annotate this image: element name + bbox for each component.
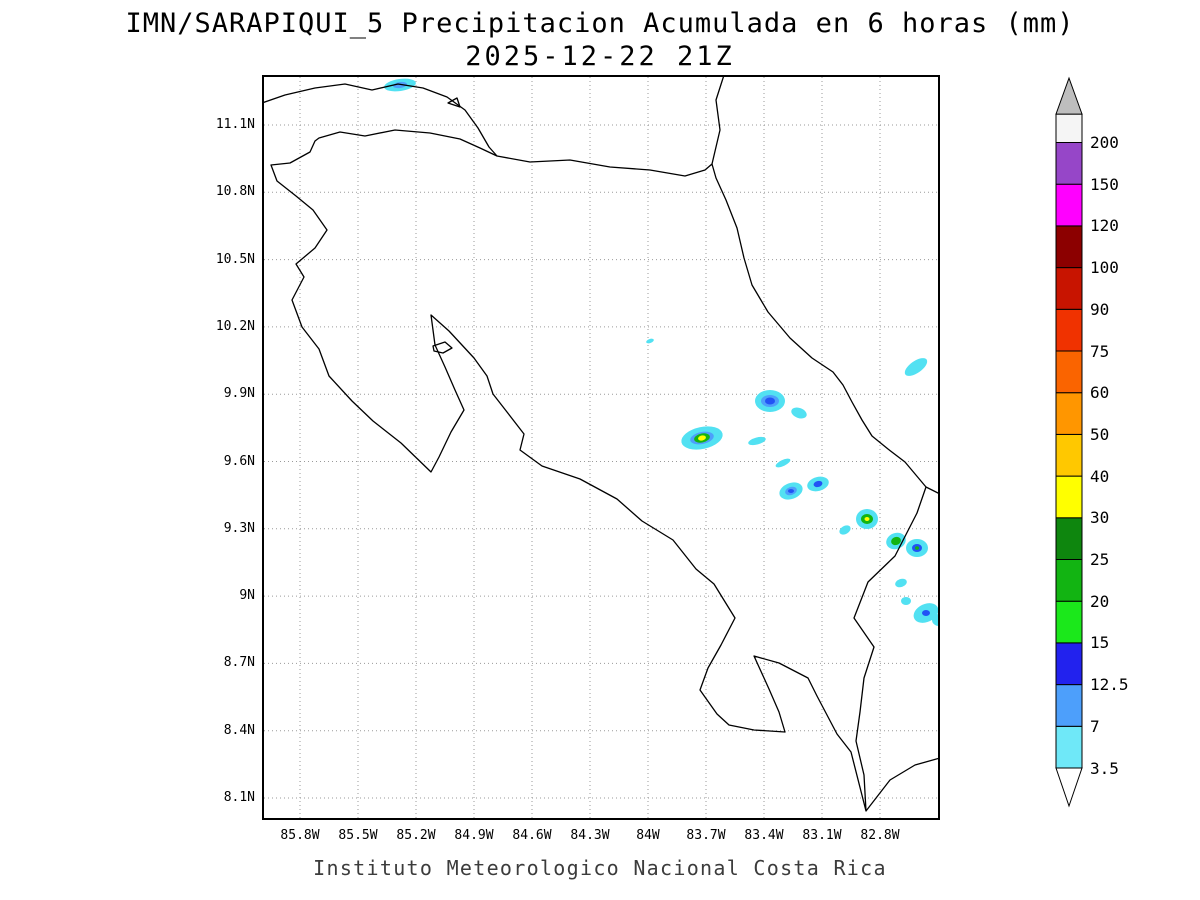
lat-tick-label: 9.6N [223, 453, 255, 469]
colorbar-level-label: 200 [1090, 133, 1119, 152]
gridlines [264, 77, 938, 818]
colorbar-level-label: 50 [1090, 424, 1110, 444]
chart-subtitle-datetime: 2025-12-22 21Z [465, 41, 735, 72]
colorbar-segment [1055, 142, 1083, 185]
chira-island [432, 341, 453, 354]
precip-blob-layer [775, 458, 791, 468]
lon-tick-label: 85.5W [338, 828, 378, 843]
colorbar-level-label: 60 [1090, 383, 1110, 403]
precip-blob-layer [904, 358, 928, 376]
precip-blob-layer [922, 610, 930, 616]
lat-tick-label: 9.9N [223, 386, 255, 402]
colorbar-segment [1055, 350, 1083, 394]
precip-blob-layer [839, 525, 851, 535]
panama-pacific-coast [865, 757, 940, 812]
colorbar-segment [1055, 600, 1083, 644]
lat-tick-label: 8.1N [223, 790, 255, 805]
lon-tick-label: 84.6W [512, 828, 552, 843]
precip-blob-layer [895, 578, 907, 588]
precip-blob-layer [698, 435, 706, 441]
precip-blob-layer [748, 436, 766, 446]
colorbar-level-label: 15 [1090, 633, 1110, 653]
colorbar-level-label: 150 [1090, 174, 1119, 194]
precip-blob-layer [915, 546, 919, 550]
lon-tick-label: 83.4W [744, 828, 784, 843]
precip-blob-layer [864, 517, 870, 521]
precipitation-blobs [384, 78, 940, 626]
lon-tick-label: 84.3W [570, 828, 610, 843]
colorbar-level-label: 20 [1090, 591, 1110, 611]
precip-blob-layer [788, 489, 794, 493]
precip-blob-layer [646, 338, 654, 344]
coastlines [262, 75, 940, 812]
colorbar [1055, 76, 1083, 808]
lat-tick-label: 8.4N [223, 722, 255, 738]
colorbar-level-label: 30 [1090, 508, 1110, 528]
colorbar-over-segment [1055, 113, 1083, 143]
colorbar-segment [1055, 684, 1083, 727]
colorbar-level-label: 3.5 [1090, 758, 1119, 778]
lat-tick-label: 11.1N [215, 117, 255, 132]
colorbar-segment [1055, 225, 1083, 269]
precip-blob-layer [791, 407, 807, 419]
lon-tick-label: 82.8W [860, 828, 900, 843]
colorbar-level-label: 120 [1090, 216, 1119, 236]
lat-tick-label: 9.3N [223, 520, 255, 536]
nicaragua-caribbean-coast [711, 75, 725, 165]
colorbar-segment [1055, 559, 1083, 602]
chart-title: IMN/SARAPIQUI_5 Precipitacion Acumulada … [125, 8, 1075, 39]
lat-tick-label: 9N [239, 588, 255, 604]
costa-rica-coastline [270, 129, 927, 812]
colorbar-over-arrow [1055, 76, 1083, 115]
lat-tick-label: 8.7N [223, 655, 255, 671]
lat-tick-label: 10.2N [215, 318, 255, 334]
precip-blob-layer [813, 480, 823, 488]
precip-blob-layer [901, 597, 911, 605]
lon-tick-label: 83.7W [686, 828, 726, 843]
colorbar-segment [1055, 392, 1083, 435]
colorbar-segment [1055, 642, 1083, 686]
colorbar-segment [1055, 183, 1083, 227]
map-frame [262, 75, 940, 820]
lat-tick-label: 10.5N [215, 251, 255, 267]
colorbar-segment [1055, 433, 1083, 477]
lon-tick-label: 84.9W [454, 828, 494, 843]
colorbar-level-label: 90 [1090, 299, 1110, 319]
lat-tick-label: 10.8N [215, 184, 255, 200]
lake-island [447, 97, 461, 108]
colorbar-level-label: 100 [1090, 258, 1119, 278]
panama-caribbean-coast [925, 486, 940, 495]
source-attribution: Instituto Meteorologico Nacional Costa R… [313, 856, 887, 880]
colorbar-segment [1055, 475, 1083, 519]
colorbar-segment [1055, 308, 1083, 352]
colorbar-segment [1055, 517, 1083, 560]
lon-tick-label: 85.8W [280, 828, 320, 843]
map-plot [262, 75, 940, 820]
colorbar-level-label: 12.5 [1090, 675, 1129, 695]
lon-tick-label: 84W [636, 828, 660, 843]
precip-blob-layer [393, 81, 407, 89]
lon-tick-label: 83.1W [802, 828, 842, 843]
colorbar-level-label: 75 [1090, 341, 1110, 361]
colorbar-segment [1055, 725, 1083, 769]
nicaragua-lake-shore [262, 83, 498, 157]
colorbar-under-arrow [1055, 767, 1083, 808]
colorbar-segment [1055, 267, 1083, 310]
precip-blob-layer [891, 536, 901, 546]
lon-tick-label: 85.2W [396, 828, 436, 843]
colorbar-level-label: 40 [1090, 466, 1110, 486]
colorbar-level-label: 7 [1090, 716, 1100, 736]
precip-blob-layer [765, 397, 775, 405]
colorbar-level-label: 25 [1090, 550, 1110, 569]
